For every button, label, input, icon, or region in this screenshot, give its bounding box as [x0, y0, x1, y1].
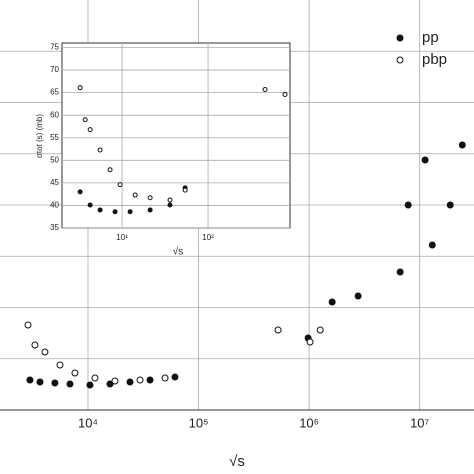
x-tick-label: 10²	[202, 233, 214, 242]
point	[66, 380, 74, 388]
point	[56, 361, 64, 369]
y-tick-label: 55	[50, 133, 59, 142]
point	[87, 202, 93, 208]
y-tick-label: 60	[50, 110, 59, 119]
x-tick-label: 10⁷	[410, 415, 429, 430]
point	[262, 86, 268, 92]
x-tick-label: 10⁵	[189, 415, 209, 430]
y-tick-label: 35	[50, 223, 59, 232]
point	[167, 197, 173, 203]
point	[446, 201, 454, 209]
point	[24, 321, 32, 329]
point	[328, 298, 336, 306]
point	[171, 373, 179, 381]
point	[404, 201, 412, 209]
point	[428, 241, 436, 249]
point	[306, 338, 314, 346]
x-axis-label: √s	[173, 246, 184, 258]
point	[146, 376, 154, 384]
y-tick-label: 75	[50, 43, 59, 52]
point	[396, 268, 404, 276]
point	[127, 209, 133, 215]
point	[112, 209, 118, 215]
point	[36, 378, 44, 386]
y-axis-label: σtot (s) (mb)	[35, 114, 44, 158]
x-tick-label: 10⁶	[299, 415, 319, 430]
point	[147, 207, 153, 213]
point	[274, 326, 282, 334]
point	[97, 207, 103, 213]
point	[111, 377, 119, 385]
y-tick-label: 50	[50, 155, 59, 164]
point	[421, 156, 429, 164]
point	[26, 376, 34, 384]
point	[31, 341, 39, 349]
point	[71, 369, 79, 377]
point	[117, 182, 123, 188]
point	[107, 167, 113, 173]
point	[82, 117, 88, 123]
y-tick-label: 70	[50, 65, 59, 74]
point	[91, 374, 99, 382]
point	[458, 141, 466, 149]
point	[354, 292, 362, 300]
point	[77, 189, 83, 195]
point	[282, 91, 288, 97]
point	[51, 379, 59, 387]
inset-background	[61, 42, 291, 229]
point	[182, 187, 188, 193]
y-tick-label: 40	[50, 201, 59, 210]
point	[167, 202, 173, 208]
x-axis-label: √s	[229, 453, 245, 470]
y-tick-label: 65	[50, 88, 59, 97]
point	[147, 195, 153, 201]
legend-marker	[396, 34, 404, 42]
x-tick-label: 10¹	[116, 233, 128, 242]
point	[161, 374, 169, 382]
point	[316, 326, 324, 334]
legend-marker	[396, 56, 404, 64]
y-tick-label: 45	[50, 178, 59, 187]
point	[77, 85, 83, 91]
point	[106, 380, 114, 388]
point	[136, 376, 144, 384]
legend-label: pp	[422, 29, 439, 46]
point	[87, 127, 93, 133]
point	[132, 192, 138, 198]
legend-label: pbp	[422, 51, 447, 68]
x-tick-label: 10⁴	[78, 415, 98, 430]
point	[86, 381, 94, 389]
plot: 35 40 45 50 55 60 65 70 75 10¹ 10² √s σtot (s) (mb)	[35, 42, 291, 258]
point	[41, 348, 49, 356]
point	[126, 378, 134, 386]
point	[97, 147, 103, 153]
